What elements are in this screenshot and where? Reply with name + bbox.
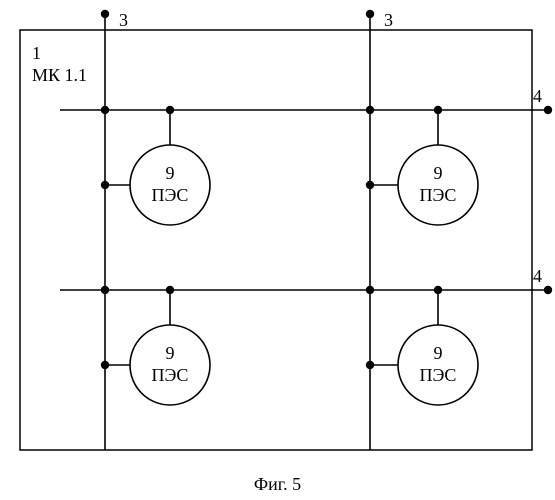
diagram-canvas: 1МК 1.133449ПЭС9ПЭС9ПЭС9ПЭС <box>0 0 555 470</box>
svg-text:ПЭС: ПЭС <box>420 365 457 385</box>
figure-caption: Фиг. 5 <box>0 474 555 495</box>
svg-text:4: 4 <box>533 266 542 286</box>
svg-text:9: 9 <box>434 343 443 363</box>
svg-text:ПЭС: ПЭС <box>152 365 189 385</box>
svg-text:ПЭС: ПЭС <box>152 185 189 205</box>
svg-text:ПЭС: ПЭС <box>420 185 457 205</box>
svg-text:3: 3 <box>384 10 393 30</box>
svg-text:9: 9 <box>166 343 175 363</box>
svg-text:4: 4 <box>533 86 542 106</box>
svg-text:9: 9 <box>166 163 175 183</box>
svg-text:9: 9 <box>434 163 443 183</box>
svg-text:МК 1.1: МК 1.1 <box>32 65 87 85</box>
svg-text:1: 1 <box>32 43 41 63</box>
svg-text:3: 3 <box>119 10 128 30</box>
